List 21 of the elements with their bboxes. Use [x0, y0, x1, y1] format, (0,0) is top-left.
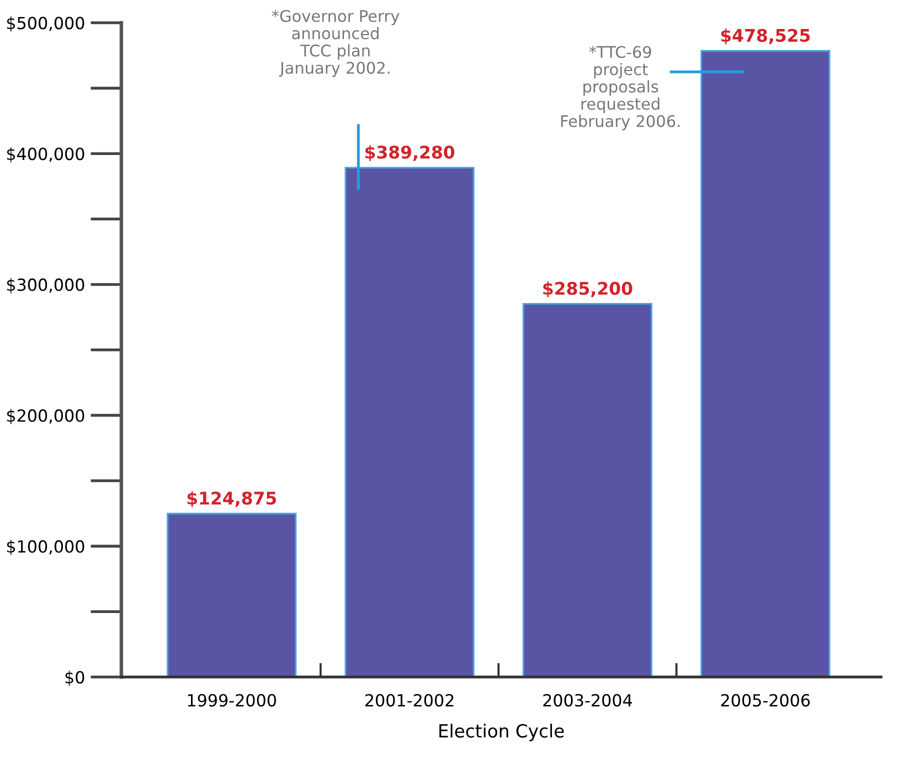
x-tick-label: 2001-2002 — [365, 694, 454, 707]
bar — [700, 50, 830, 678]
data-label: $285,200 — [543, 281, 632, 298]
y-tick-label: $300,000 — [7, 278, 84, 294]
annotation: *Governor Perry announced TCC plan January 2002. — [272, 10, 400, 77]
y-tick-label: $400,000 — [7, 147, 84, 162]
bar — [344, 166, 474, 678]
y-tick-label: $100,000 — [7, 540, 84, 555]
y-tick-label: $500,000 — [7, 16, 84, 32]
annotation: *TTC-69 project proposals requested February 2006. — [561, 46, 680, 130]
y-tick-label: $0 — [65, 670, 84, 686]
x-axis-title: Election Cycle — [439, 724, 564, 742]
data-label: $478,525 — [721, 28, 810, 44]
bar — [522, 303, 652, 678]
data-label: $389,280 — [365, 145, 454, 162]
x-tick-label: 2003-2004 — [543, 694, 632, 707]
bar — [166, 512, 297, 678]
data-label: $124,875 — [187, 491, 276, 508]
y-tick-label: $200,000 — [7, 408, 84, 424]
x-tick-label: 2005-2006 — [721, 694, 810, 707]
x-tick-label: 1999-2000 — [188, 694, 276, 707]
